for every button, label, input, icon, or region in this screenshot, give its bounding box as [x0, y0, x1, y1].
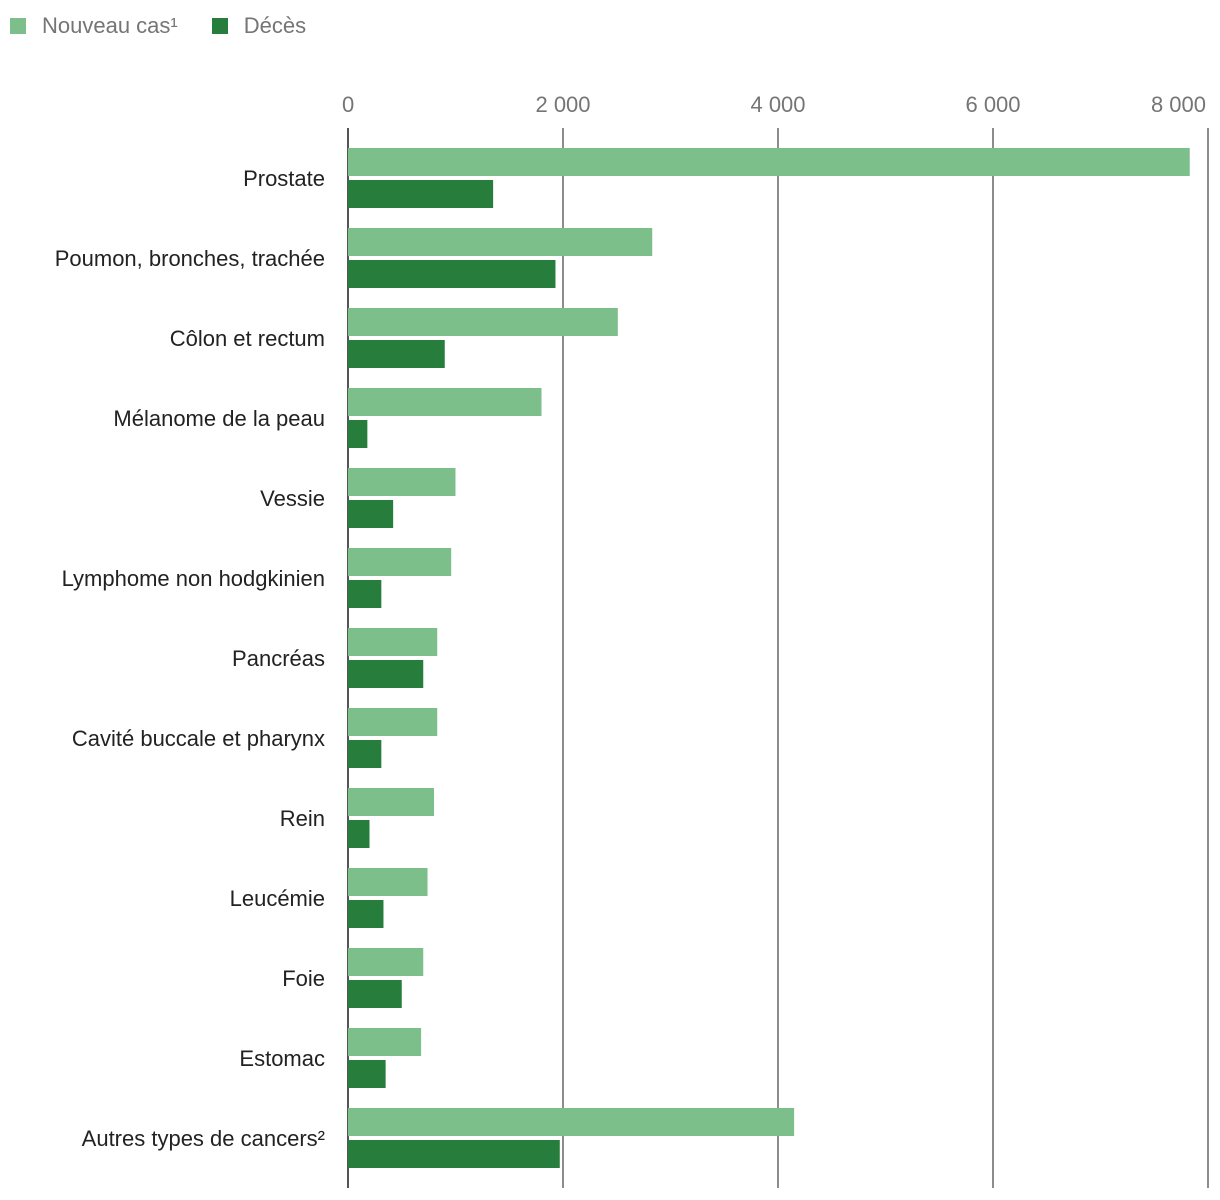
x-tick-label: 2 000: [535, 92, 590, 117]
category-label: Cavité buccale et pharynx: [72, 726, 325, 751]
bar-deaths: [348, 420, 368, 448]
category-label: Estomac: [239, 1046, 325, 1071]
bar-new-cases: [348, 388, 542, 416]
bar-new-cases: [348, 628, 438, 656]
x-tick-label: 8 000: [1151, 92, 1206, 117]
bar-new-cases: [348, 228, 653, 256]
bar-new-cases: [348, 148, 1190, 176]
bar-deaths: [348, 900, 384, 928]
bar-deaths: [348, 660, 424, 688]
category-label: Vessie: [260, 486, 325, 511]
legend: Nouveau cas¹ Décès: [10, 12, 340, 40]
category-label: Prostate: [243, 166, 325, 191]
bar-new-cases: [348, 1028, 422, 1056]
category-label: Autres types de cancers²: [82, 1126, 325, 1151]
legend-label-new-cases: Nouveau cas¹: [42, 13, 178, 38]
category-label: Lymphome non hodgkinien: [62, 566, 325, 591]
bar-new-cases: [348, 948, 424, 976]
category-label: Leucémie: [230, 886, 325, 911]
bar-deaths: [348, 1140, 560, 1168]
legend-label-deaths: Décès: [243, 13, 307, 38]
bar-deaths: [348, 500, 394, 528]
bar-new-cases: [348, 548, 452, 576]
legend-swatch-new-cases: [10, 18, 26, 34]
bar-deaths: [348, 340, 445, 368]
bar-deaths: [348, 1060, 386, 1088]
bar-new-cases: [348, 468, 456, 496]
bar-new-cases: [348, 1108, 795, 1136]
x-tick-label: 4 000: [750, 92, 805, 117]
category-label: Poumon, bronches, trachée: [55, 246, 325, 271]
bar-new-cases: [348, 788, 434, 816]
bar-deaths: [348, 740, 382, 768]
legend-item-deaths: Décès: [211, 13, 307, 39]
x-tick-label: 6 000: [965, 92, 1020, 117]
legend-swatch-deaths: [211, 18, 228, 34]
category-label: Rein: [280, 806, 325, 831]
category-label: Mélanome de la peau: [113, 406, 325, 431]
bar-deaths: [348, 820, 370, 848]
bar-deaths: [348, 260, 556, 288]
bar-deaths: [348, 580, 382, 608]
bar-new-cases: [348, 708, 438, 736]
x-tick-label: 0: [342, 92, 354, 117]
bar-deaths: [348, 180, 494, 208]
category-label: Côlon et rectum: [170, 326, 325, 351]
bar-new-cases: [348, 308, 618, 336]
legend-item-new-cases: Nouveau cas¹: [10, 13, 178, 39]
bar-new-cases: [348, 868, 428, 896]
bar-deaths: [348, 980, 402, 1008]
category-label: Pancréas: [232, 646, 325, 671]
category-label: Foie: [282, 966, 325, 991]
